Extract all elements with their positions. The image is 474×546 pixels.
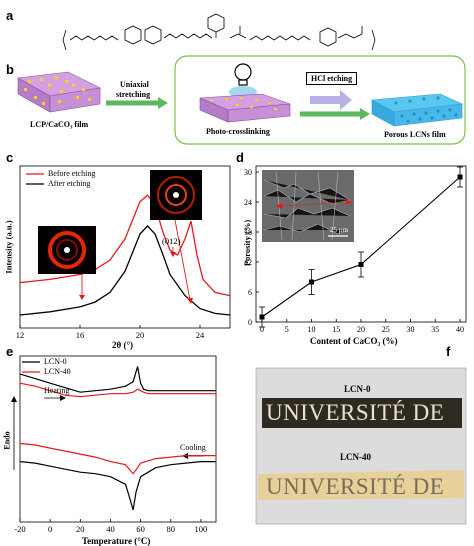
legend-before-label: Before etching [48,169,96,178]
dsc-cooling-series-1 [19,442,216,475]
lcp-caco3-film [17,71,101,113]
porosity-chart: 0 5 10 15 20 25 30 35 40 0 6 12 18 24 30 [244,165,467,334]
porosity-xtick-label: 15 [332,325,340,334]
cooling-label: Cooling [180,443,206,452]
porosity-point [358,262,364,267]
xrd-xtick-label: 20 [136,330,145,340]
chemical-structure [62,13,376,51]
dsc-heating-series-1 [19,382,216,398]
dsc-xtick-label: 100 [195,524,208,534]
crosslink-etch-box [174,55,466,145]
legend-lcn40-label: LCN-40 [44,367,71,376]
process-schematic [17,55,466,145]
lcn0-film [262,398,462,428]
xrd-xlabel: 2θ (°) [112,340,134,350]
porosity-ytick-label: 6 [248,288,252,297]
porosity-xlabel: Content of CaCO₃ (%) [310,336,398,346]
porosity-xtick-label: 20 [357,325,365,334]
step2-label: Photo-crosslinking [206,127,270,136]
porosity-ytick-label: 18 [244,228,252,237]
legend-lcn0-label: LCN-0 [44,357,67,366]
porosity-ytick-label: 0 [248,318,252,327]
porosity-ylabel: Porosity (%) [242,219,253,267]
scale-bar-label: 25 μm [330,226,348,234]
sample2-label: LCN-40 [340,452,371,462]
xrd-xtick-label: 16 [76,330,85,340]
porosity-xtick-label: 40 [456,325,464,334]
panel-letter-a: a [6,8,14,23]
peak-annotation: (012) [162,236,181,246]
porosity-ytick-label: 12 [244,258,252,267]
lcn0-film-text: UNIVERSITÉ DE [266,400,445,425]
dsc-xtick-label: 80 [167,524,176,534]
xrd-series-1 [19,224,231,316]
arrow1-label-line2: stretching [116,90,151,99]
dsc-chart: -20 0 20 40 60 80 100 [11,355,217,534]
step3-label: Porous LCNs film [384,130,446,139]
dsc-xlabel: Temperature (°C) [82,536,151,546]
lightbulb-icon [234,63,252,86]
panel-letter-c: c [6,150,14,165]
dsc-xtick-label: 60 [136,524,145,534]
panel-letter-b: b [6,62,14,77]
heating-label: Heating [44,386,70,395]
xrd-ylabel: Intensity (a.u.) [3,220,14,274]
arrow2-label: HCl etching [306,72,358,85]
dsc-ylabel: Endo [2,431,12,450]
porosity-xtick-label: 35 [431,325,439,334]
sample1-label: LCN-0 [344,384,371,394]
porous-film [370,93,464,127]
xrd-xtick-label: 12 [16,330,25,340]
porosity-xtick-label: 30 [407,325,415,334]
panel-letter-f: f [446,344,451,359]
lcn40-film-text: UNIVERSITÉ DE [266,474,445,499]
porosity-xtick-label: 25 [382,325,390,334]
legend-after-label: After etching [48,179,91,188]
xrd-xtick-label: 24 [196,330,205,340]
porosity-xtick-label: 5 [285,325,289,334]
dsc-cooling-series-0 [19,461,216,511]
dsc-xtick-label: 20 [76,524,85,534]
dsc-xtick-label: 0 [48,524,52,534]
panel-letter-d: d [236,150,244,165]
dsc-plot-frame [19,355,217,523]
porosity-point [259,314,265,320]
arrow1-label-line1: Uniaxial [120,80,149,89]
xrd-chart: 12 16 20 24 [16,165,231,340]
porosity-point [309,279,314,285]
porosity-line [261,176,461,318]
porosity-ytick-label: 24 [244,198,252,207]
dsc-xtick-label: -20 [14,524,25,534]
etch-down-arrow [310,90,352,110]
porosity-point [457,174,463,180]
dsc-xtick-label: 40 [106,524,115,534]
porosity-xtick-label: 10 [308,325,316,334]
xrd-plot-frame [19,165,231,329]
panel-letter-e: e [6,344,14,359]
film-photos [255,367,467,525]
lcn40-film [258,470,464,500]
porosity-ytick-label: 30 [244,168,252,177]
stretched-film [199,93,291,123]
step1-label: LCP/CaCO₃ film [30,120,89,129]
dsc-heating-series-0 [19,366,216,393]
porosity-xtick-label: 0 [260,325,264,334]
